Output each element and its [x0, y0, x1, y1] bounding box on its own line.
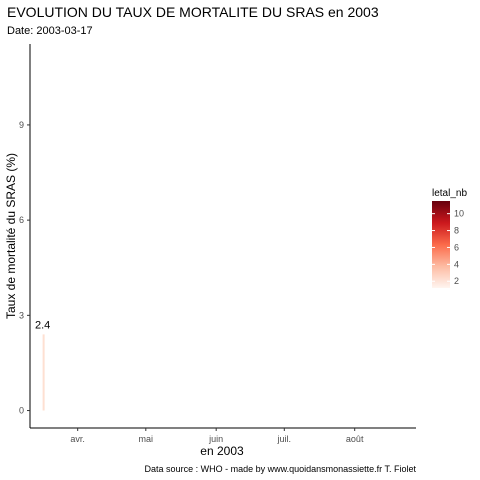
legend: letal_nb 2 4 6 8 10	[432, 188, 467, 288]
x-tick-label: juin	[208, 434, 223, 444]
y-tick-label: 0	[19, 406, 24, 416]
legend-tick-label: 2	[454, 276, 459, 286]
legend-tick-label: 6	[454, 242, 459, 252]
x-ticks: avr. mai juin juil. août	[70, 428, 364, 444]
x-tick-label: avr.	[70, 434, 85, 444]
y-tick-label: 6	[19, 215, 24, 225]
legend-title: letal_nb	[432, 188, 467, 199]
legend-tick-label: 4	[454, 259, 459, 269]
chart-subtitle: Date: 2003-03-17	[7, 25, 93, 37]
data-label: 2.4	[35, 319, 50, 331]
y-tick-label: 3	[19, 310, 24, 320]
x-axis-label: en 2003	[200, 444, 244, 458]
y-ticks: 0 3 6 9	[19, 120, 30, 416]
plot-area: 2.4	[35, 319, 50, 411]
y-axis-label: Taux de mortalité du SRAS (%)	[4, 153, 18, 319]
x-tick-label: juil.	[277, 434, 292, 444]
y-tick-label: 9	[19, 120, 24, 130]
legend-tick-label: 10	[454, 209, 464, 219]
chart-title: EVOLUTION DU TAUX DE MORTALITE DU SRAS e…	[7, 4, 379, 20]
x-tick-label: août	[346, 434, 364, 444]
legend-colorbar	[432, 201, 450, 288]
legend-tick-label: 8	[454, 226, 459, 236]
x-tick-label: mai	[139, 434, 154, 444]
chart-caption: Data source : WHO - made by www.quoidans…	[145, 464, 417, 474]
